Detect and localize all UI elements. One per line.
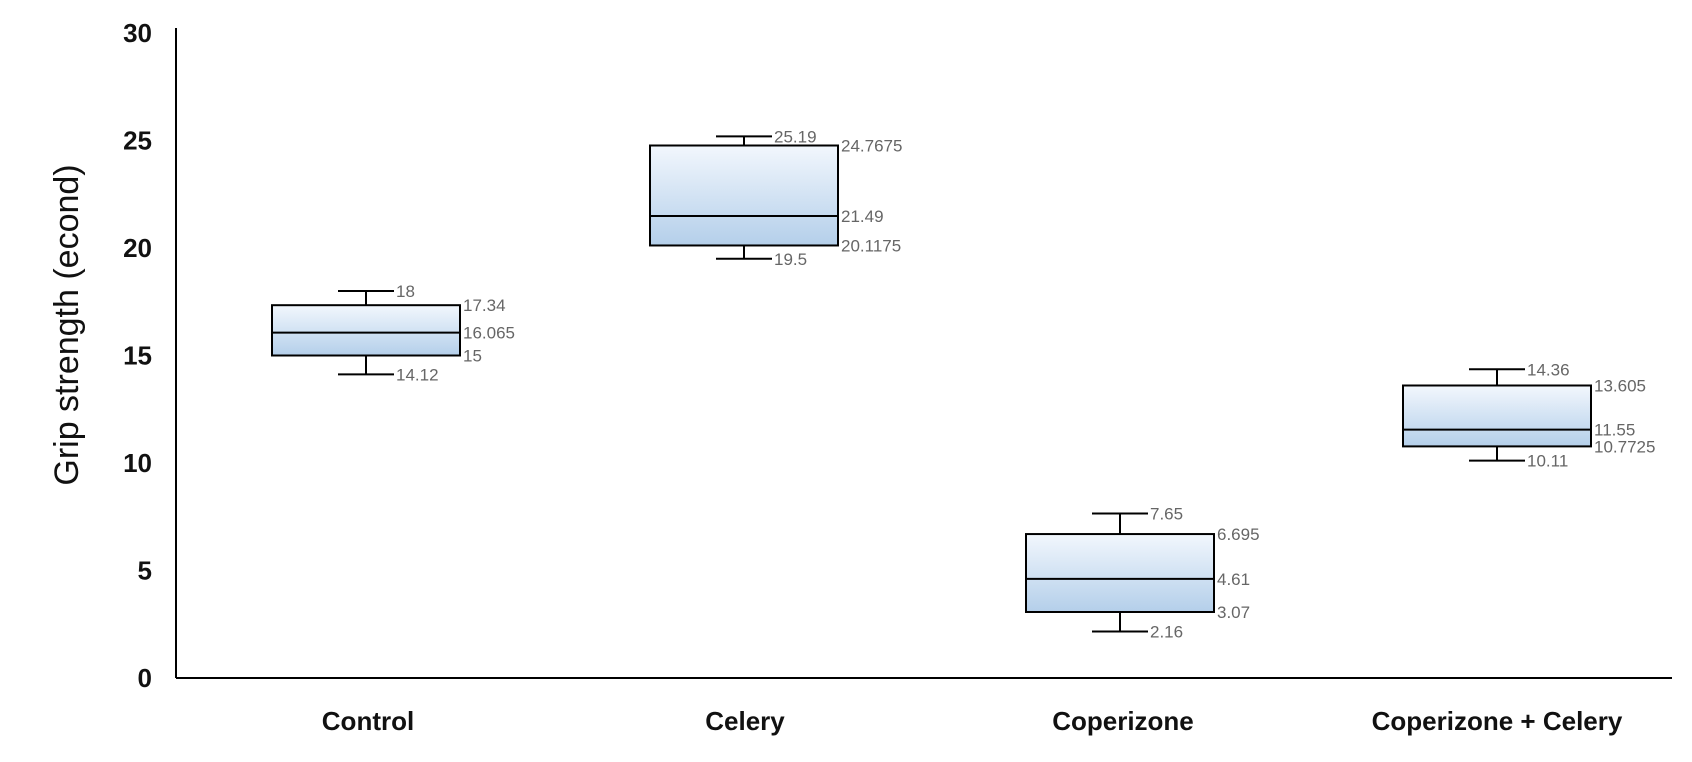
q3-value-label: 17.34 — [463, 296, 506, 315]
y-axis-ticks: 0 5 10 15 20 25 30 — [123, 18, 152, 693]
q3-value-label: 6.695 — [1217, 525, 1260, 544]
median-value-label: 4.61 — [1217, 570, 1250, 589]
q3-value-label: 13.605 — [1594, 376, 1646, 395]
max-value-label: 14.36 — [1527, 360, 1570, 379]
iqr-box — [1025, 533, 1215, 613]
box-series: 18 14.12 17.34 16.065 15 25.19 19.5 24.7675 21.4… — [271, 127, 1655, 642]
y-axis-title: Grip strength (econd) — [48, 164, 86, 485]
iqr-box — [649, 144, 839, 247]
y-tick-label: 0 — [138, 663, 152, 693]
y-tick-label: 30 — [123, 18, 152, 48]
q1-value-label: 3.07 — [1217, 603, 1250, 622]
box-group: 18 14.12 17.34 16.065 15 — [271, 282, 515, 384]
q1-value-label: 20.1175 — [841, 236, 901, 255]
min-value-label: 14.12 — [396, 365, 439, 384]
median-value-label: 21.49 — [841, 207, 884, 226]
median-value-label: 16.065 — [463, 324, 515, 343]
iqr-box — [271, 304, 461, 357]
y-tick-label: 20 — [123, 233, 152, 263]
min-value-label: 10.11 — [1527, 452, 1568, 471]
x-category-label: Control — [322, 706, 414, 736]
iqr-box — [1402, 384, 1592, 448]
x-category-label: Coperizone — [1052, 706, 1194, 736]
median-value-label: 11.55 — [1594, 421, 1635, 440]
q1-value-label: 15 — [463, 347, 482, 366]
min-value-label: 2.16 — [1150, 623, 1183, 642]
box-group: 7.65 2.16 6.695 4.61 3.07 — [1025, 505, 1260, 642]
max-value-label: 18 — [396, 282, 415, 301]
max-value-label: 7.65 — [1150, 505, 1183, 524]
y-tick-label: 10 — [123, 448, 152, 478]
x-axis-category-labels: Control Celery Coperizone Coperizone + Cele… — [322, 706, 1623, 736]
box-group: 25.19 19.5 24.7675 21.49 20.1175 — [649, 127, 902, 269]
y-tick-label: 5 — [138, 556, 152, 586]
q3-value-label: 24.7675 — [841, 136, 902, 155]
max-value-label: 25.19 — [774, 127, 817, 146]
q1-value-label: 10.7725 — [1594, 437, 1655, 456]
x-category-label: Celery — [705, 706, 785, 736]
min-value-label: 19.5 — [774, 250, 807, 269]
x-category-label: Coperizone + Celery — [1372, 706, 1623, 736]
y-tick-label: 15 — [123, 341, 152, 371]
y-tick-label: 25 — [123, 126, 152, 156]
